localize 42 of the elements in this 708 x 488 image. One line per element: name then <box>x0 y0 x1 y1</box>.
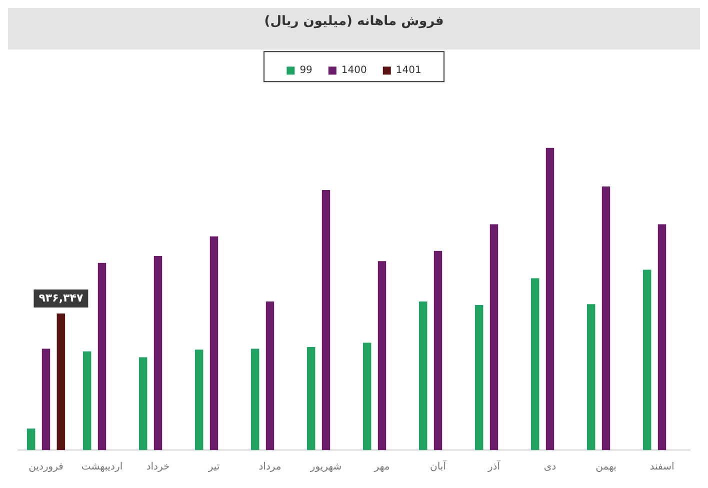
bar <box>210 236 218 450</box>
bar <box>306 346 316 450</box>
x-tick-label: شهریور <box>309 462 342 473</box>
bar <box>530 278 540 450</box>
bar <box>250 348 260 450</box>
bar <box>490 224 498 450</box>
bar <box>418 301 428 450</box>
x-tick-label: آبان <box>430 460 448 473</box>
x-tick-label: اسفند <box>650 462 674 473</box>
bar <box>194 350 204 450</box>
bar <box>586 304 596 450</box>
bar <box>56 314 66 450</box>
data-label: ۹۳۶,۳۴۷ <box>38 291 84 304</box>
bar <box>266 301 274 450</box>
bar <box>154 256 162 450</box>
x-tick-label: اردیبهشت <box>81 462 123 473</box>
bar <box>378 261 386 450</box>
bar <box>322 190 330 450</box>
bar <box>546 148 554 450</box>
bar <box>138 357 148 450</box>
x-tick-label: فروردین <box>28 462 64 473</box>
x-tick-label: آذر <box>486 460 502 473</box>
legend-label: 1401 <box>396 65 422 76</box>
x-tick-label: بهمن <box>596 462 616 473</box>
x-tick-label: دی <box>544 462 556 473</box>
chart-title: فروش ماهانه (میلیون ریال) <box>264 14 444 30</box>
legend-label: 1400 <box>341 65 367 76</box>
bar <box>98 262 106 450</box>
x-tick-label: خرداد <box>146 462 170 473</box>
bar <box>82 351 92 450</box>
bar <box>658 224 666 450</box>
bar <box>474 304 484 450</box>
x-tick-label: مهر <box>373 462 390 473</box>
legend-label: 99 <box>300 65 312 76</box>
bar <box>26 428 36 450</box>
bar <box>642 270 652 450</box>
x-tick-label: مرداد <box>258 462 282 473</box>
bar <box>42 348 50 450</box>
bar <box>602 186 610 450</box>
x-tick-label: تیر <box>207 462 220 473</box>
bar <box>362 342 372 450</box>
bar <box>434 250 442 450</box>
